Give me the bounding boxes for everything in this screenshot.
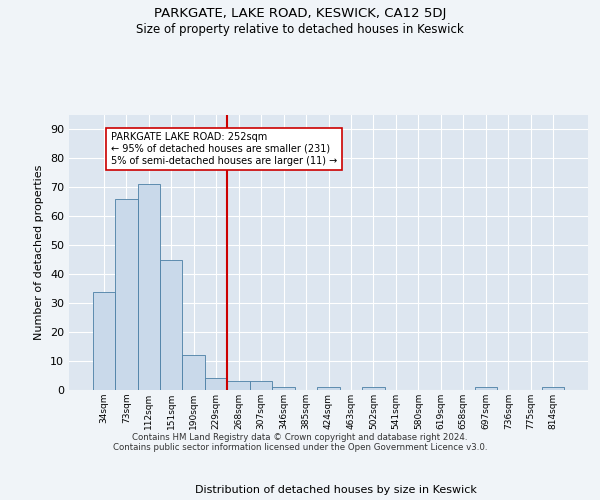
Text: PARKGATE LAKE ROAD: 252sqm
← 95% of detached houses are smaller (231)
5% of semi: PARKGATE LAKE ROAD: 252sqm ← 95% of deta… (110, 132, 337, 166)
Bar (227, 382, 250, 390)
Bar (160, 260, 182, 390)
Text: Size of property relative to detached houses in Keswick: Size of property relative to detached ho… (136, 22, 464, 36)
Bar (475, 387, 497, 390)
Text: Distribution of detached houses by size in Keswick: Distribution of detached houses by size … (195, 485, 477, 495)
Text: PARKGATE, LAKE ROAD, KESWICK, CA12 5DJ: PARKGATE, LAKE ROAD, KESWICK, CA12 5DJ (154, 8, 446, 20)
Bar (92, 292, 115, 390)
Bar (250, 382, 272, 390)
Bar (542, 387, 565, 390)
Bar (317, 387, 340, 390)
Bar (115, 199, 137, 390)
Bar (182, 356, 205, 390)
Bar (272, 387, 295, 390)
Bar (362, 387, 385, 390)
Text: Contains HM Land Registry data © Crown copyright and database right 2024.: Contains HM Land Registry data © Crown c… (132, 434, 468, 442)
Bar (205, 378, 227, 390)
Bar (137, 184, 160, 390)
Y-axis label: Number of detached properties: Number of detached properties (34, 165, 44, 340)
Text: Contains public sector information licensed under the Open Government Licence v3: Contains public sector information licen… (113, 444, 487, 452)
